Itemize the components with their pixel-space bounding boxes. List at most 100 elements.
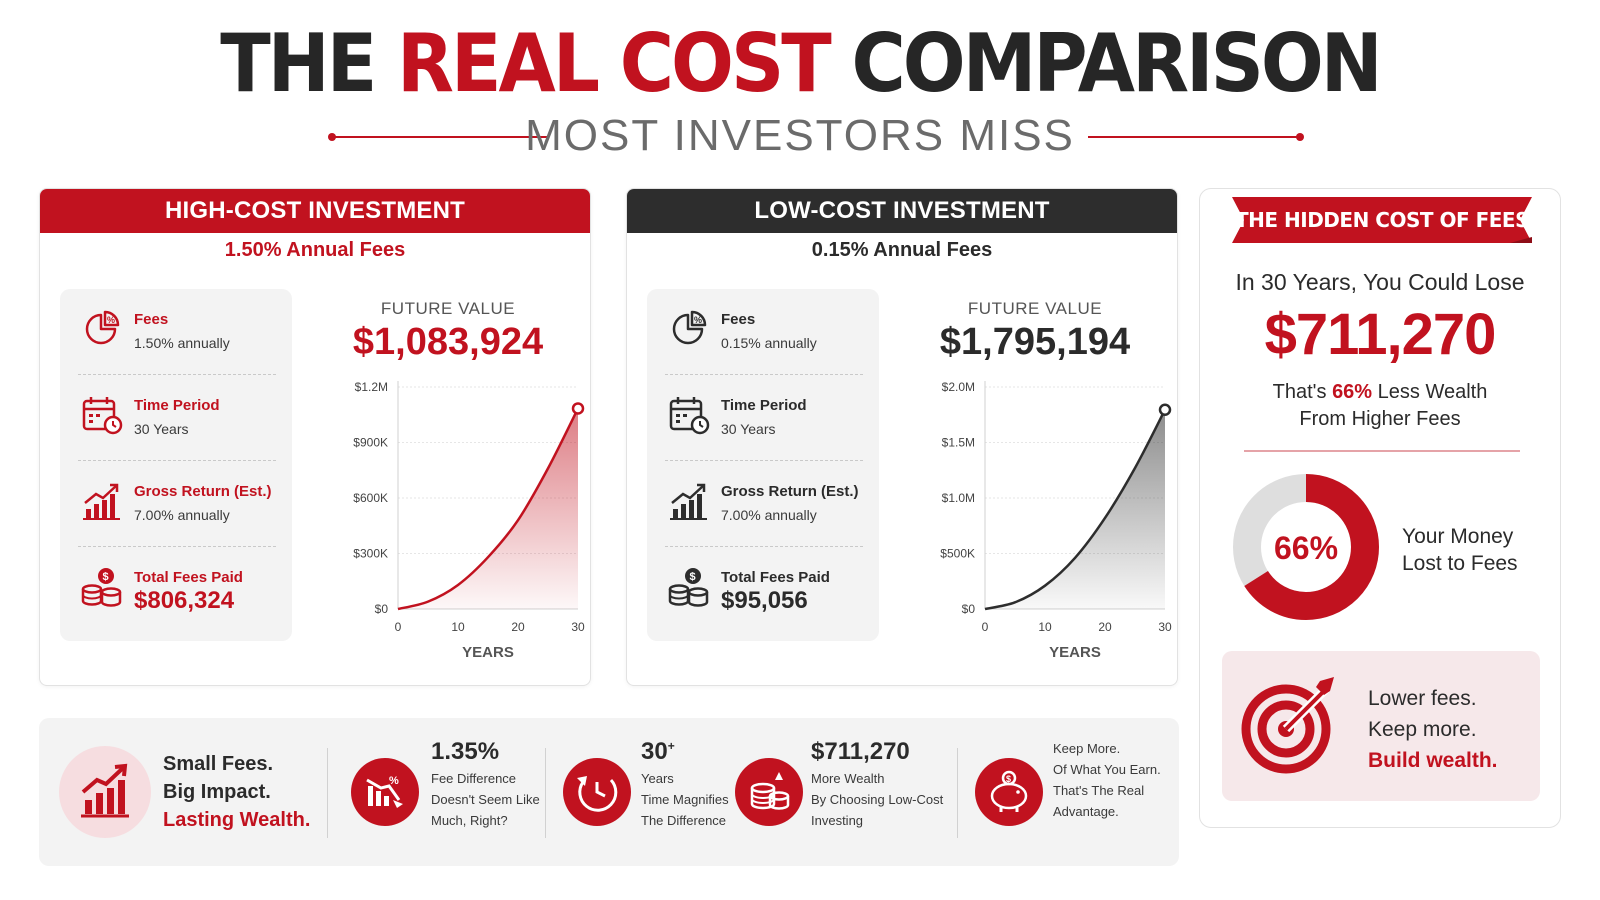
x-tick-label: 10 [451, 620, 465, 634]
y-tick-label: $0 [375, 602, 389, 616]
low-cost-card: LOW-COST INVESTMENT 0.15% Annual Fees % … [626, 188, 1178, 686]
stat-total-fees: $ Total Fees Paid $95,056 [665, 547, 863, 633]
divider [545, 748, 546, 838]
fee-down-chart-icon: % [366, 775, 403, 808]
stat-value: 30 Years [721, 421, 776, 437]
y-tick-label: $1.2M [355, 380, 388, 394]
desc-line3: The Difference [641, 813, 727, 828]
target-arrow-icon [1241, 677, 1334, 774]
x-tick-label: 30 [1158, 620, 1172, 634]
end-point-marker [571, 402, 585, 415]
desc-line1: Fee Difference [431, 771, 517, 786]
stat-value: 7.00% annually [721, 507, 817, 523]
low-cost-growth-chart: $0 $500K $1.0M $1.5M $2.0M 0 10 20 30 YEARS [940, 380, 1172, 661]
box-line3: Build wealth. [1368, 749, 1498, 772]
stat-label: Total Fees Paid [134, 569, 243, 586]
ribbon-title: THE HIDDEN COST OF FEES [1235, 208, 1529, 232]
stat-gross-return: Gross Return (Est.) 7.00% annually [78, 461, 276, 547]
desc-line2: By Choosing Low-Cost [811, 792, 944, 807]
calendar-clock-icon [669, 397, 710, 435]
bottom-summary-bar: Small Fees. Big Impact. Lasting Wealth. … [39, 718, 1179, 866]
svg-text:%: % [107, 315, 115, 325]
divider [957, 748, 958, 838]
less-wealth-line2: From Higher Fees [1299, 408, 1461, 430]
x-tick-label: 20 [511, 620, 525, 634]
keep-more-desc: Keep More. Of What You Earn. That's The … [1053, 738, 1161, 822]
desc-line2: Of What You Earn. [1053, 762, 1161, 777]
box-line2: Keep more. [1368, 718, 1477, 741]
page-subtitle: MOST INVESTORS MISS [525, 111, 1075, 160]
more-wealth-desc: More Wealth By Choosing Low-Cost Investi… [811, 768, 943, 831]
stat-label: Fees [721, 311, 756, 328]
growth-bars-icon [83, 483, 120, 520]
y-tick-label: $1.0M [942, 491, 975, 505]
calendar-clock-icon [82, 397, 123, 435]
time-cycle-icon [577, 776, 618, 812]
donut-segment-lost [1233, 474, 1379, 620]
lose-label: In 30 Years, You Could Lose [1235, 269, 1525, 295]
less-wealth-percent: 66% [1332, 381, 1373, 403]
high-cost-card: HIGH-COST INVESTMENT 1.50% Annual Fees %… [39, 188, 591, 686]
svg-text:$: $ [103, 571, 109, 583]
less-wealth-prefix: That's [1272, 381, 1327, 403]
donut-caption-line1: Your Money [1402, 525, 1514, 548]
fee-difference-title: 1.35% [431, 738, 500, 765]
title-part-1: THE [220, 17, 377, 111]
coin-stack-icon [750, 772, 790, 810]
less-wealth-suffix: Less Wealth [1377, 381, 1488, 403]
desc-line3: That's The Real [1053, 783, 1145, 798]
low-cost-header: LOW-COST INVESTMENT [627, 189, 1177, 233]
build-wealth-text: Lower fees. Keep more. Build wealth. [1368, 683, 1498, 776]
y-tick-label: $600K [353, 491, 388, 505]
donut-caption-line2: Lost to Fees [1402, 552, 1518, 575]
years-desc: Years Time Magnifies The Difference [641, 768, 729, 831]
divider [327, 748, 328, 838]
svg-text:%: % [694, 315, 702, 325]
desc-line1: Years [641, 771, 674, 786]
growth-chart-icon [81, 763, 129, 818]
x-tick-label: 10 [1038, 620, 1052, 634]
title-part-3: COMPARISON [851, 17, 1383, 111]
stat-time-period: Time Period 30 Years [665, 375, 863, 461]
piggy-bank-icon: $ [990, 770, 1028, 812]
less-wealth-text: That's 66% Less Wealth From Higher Fees [1200, 379, 1560, 433]
future-value-amount: $1,083,924 [352, 321, 544, 363]
intro-line1: Small Fees. [163, 753, 274, 775]
x-axis-label: YEARS [1049, 644, 1101, 661]
stat-total-fees: $ Total Fees Paid $806,324 [78, 547, 276, 633]
subtitle-rule-right [1088, 133, 1304, 141]
intro-icon-circle [59, 746, 151, 838]
y-tick-label: $900K [353, 436, 388, 450]
x-tick-label: 0 [395, 620, 402, 634]
series-line [397, 407, 580, 611]
x-axis-label: YEARS [462, 644, 514, 661]
panel-divider [1244, 450, 1520, 452]
y-tick-label: $300K [353, 547, 388, 561]
series-line [984, 409, 1167, 611]
high-cost-header: HIGH-COST INVESTMENT [40, 189, 590, 233]
stat-value: 1.50% annually [134, 335, 230, 351]
fee-difference-icon-circle: % [351, 758, 419, 826]
area-fill [985, 409, 1165, 609]
title-part-2: REAL COST [397, 17, 832, 111]
future-value-amount: $1,795,194 [939, 321, 1131, 363]
ribbon-banner [1232, 197, 1532, 243]
subtitle-row: MOST INVESTORS MISS [0, 112, 1600, 160]
desc-line2: Doesn't Seem Like [431, 792, 540, 807]
high-cost-stats: % Fees 1.50% annually Time Period 30 Yea… [60, 289, 292, 641]
high-cost-growth-chart: $0 $300K $600K $900K $1.2M 0 10 20 30 YEARS [353, 380, 585, 661]
hidden-cost-panel: THE HIDDEN COST OF FEES In 30 Years, You… [1199, 188, 1561, 828]
pie-percent-icon: % [85, 310, 120, 345]
future-value-label: FUTURE VALUE [380, 299, 516, 318]
fee-difference-desc: Fee Difference Doesn't Seem Like Much, R… [431, 768, 540, 831]
x-tick-label: 0 [982, 620, 989, 634]
stat-label: Gross Return (Est.) [721, 483, 859, 500]
years-title: 30+ [641, 738, 675, 766]
area-fill [398, 408, 578, 609]
x-tick-label: 20 [1098, 620, 1112, 634]
desc-line1: Keep More. [1053, 741, 1121, 756]
page-title: THE REAL COST COMPARISON [0, 14, 1600, 113]
coins-icon: $ [81, 568, 122, 607]
box-line1: Lower fees. [1368, 687, 1477, 710]
svg-text:%: % [389, 775, 399, 787]
